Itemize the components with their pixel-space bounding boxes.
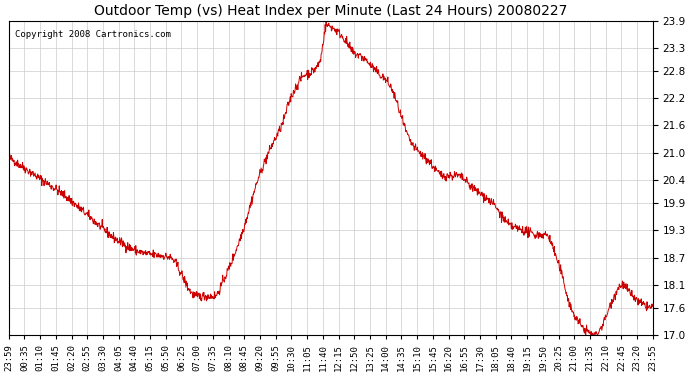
Title: Outdoor Temp (vs) Heat Index per Minute (Last 24 Hours) 20080227: Outdoor Temp (vs) Heat Index per Minute … bbox=[94, 4, 567, 18]
Text: Copyright 2008 Cartronics.com: Copyright 2008 Cartronics.com bbox=[15, 30, 171, 39]
